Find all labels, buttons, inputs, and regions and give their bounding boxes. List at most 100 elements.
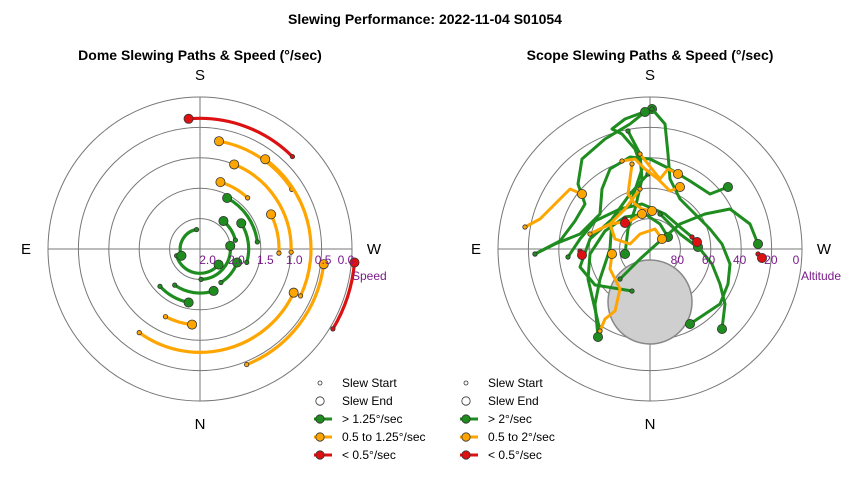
dome-slew-start-point: [297, 293, 304, 299]
dome-slew-end-point: [214, 136, 225, 147]
scope-slew-end-point: [717, 323, 728, 334]
scope-slew-start-point: [637, 186, 643, 192]
dome-slew-end-point: [236, 218, 247, 229]
scope-radial-tick: 60: [702, 253, 716, 267]
scope-slew-path-medium: [608, 187, 664, 246]
dome-slew-end-point: [215, 177, 226, 188]
dome-slew-end-point: [222, 193, 233, 204]
scope-compass-bottom: N: [645, 416, 656, 433]
dome-slew-start-point: [330, 326, 336, 332]
dome-radial-tick: 2.0: [199, 253, 216, 267]
scope-radial-tick: 0: [793, 253, 800, 267]
dome-slew-start-point: [276, 250, 282, 256]
scope-legend-label: Slew Start: [488, 376, 543, 390]
dome-slew-path-fast: [225, 196, 259, 244]
dome-slew-paths: [136, 113, 360, 368]
dome-slew-start-point: [157, 283, 163, 289]
scope-legend-start-symbol: [463, 380, 469, 386]
dome-legend-marker-slow: [315, 450, 325, 460]
scope-slew-start-point: [617, 276, 623, 282]
dome-legend: Slew Start Slew End > 1.25°/sec 0.5 to 1.25…: [314, 376, 426, 462]
scope-slew-end-point: [593, 331, 604, 342]
scope-radial-ticks: 80 60 40 20 0: [671, 253, 800, 267]
dome-slew-start-point: [245, 195, 251, 201]
scope-slew-end-point: [753, 238, 764, 249]
dome-slew-path-medium: [232, 162, 293, 254]
dome-legend-label: 0.5 to 1.25°/sec: [342, 430, 426, 444]
dome-slew-end-point: [187, 319, 198, 330]
scope-slew-end-point: [757, 252, 768, 263]
dome-slew-end-point: [225, 240, 236, 251]
scope-slew-start-point: [689, 234, 695, 240]
dome-slew-start-point: [244, 361, 250, 368]
scope-legend-marker-fast: [461, 414, 471, 424]
scope-slew-start-point: [522, 224, 528, 230]
dome-slew-end-point: [176, 250, 187, 261]
scope-radial-tick: 20: [764, 253, 778, 267]
scope-slew-start-point: [657, 211, 663, 217]
dome-radial-tick: 2.0: [228, 253, 245, 267]
dome-slew-end-point: [266, 209, 277, 220]
dome-slew-end-point: [349, 257, 360, 268]
dome-slew-start-point: [136, 330, 142, 336]
dome-slew-start-point: [162, 314, 169, 320]
scope-slew-path-fast: [586, 212, 670, 333]
dome-radial-ticks: 2.0 2.0 1.5 1.0 0.5 0.0: [199, 253, 354, 267]
dome-compass-bottom: N: [195, 416, 206, 433]
dome-slew-end-point: [288, 287, 299, 298]
dome-slew-start-point: [218, 279, 224, 286]
dome-slew-end-point: [183, 113, 194, 124]
scope-slew-path-fast: [658, 212, 727, 331]
dome-slew-path-medium: [217, 139, 294, 191]
scope-slew-end-point: [675, 181, 686, 192]
dome-chart-title: Dome Slewing Paths & Speed (°/sec): [78, 47, 322, 63]
dome-legend-label: Slew Start: [342, 376, 397, 390]
dome-slew-start-point: [172, 282, 178, 288]
dome-slew-end-point: [213, 259, 224, 270]
dome-legend-label: > 1.25°/sec: [342, 412, 403, 426]
dome-slew-path-fast: [199, 244, 232, 281]
scope-slew-path-medium: [523, 187, 584, 229]
scope-legend-end-symbol: [461, 396, 471, 406]
zenith-blocked-zone: [607, 259, 693, 345]
scope-slew-paths: [522, 104, 768, 342]
dome-legend-label: < 0.5°/sec: [342, 448, 396, 462]
dome-radial-tick: 0.0: [338, 253, 355, 267]
dome-compass-left: E: [21, 241, 31, 258]
scope-slew-path-fast: [593, 172, 650, 339]
dome-legend-end-symbol: [315, 396, 325, 406]
dome-slew-end-point: [183, 297, 194, 308]
scope-legend-label: 0.5 to 2°/sec: [488, 430, 555, 444]
scope-legend-label: Slew End: [488, 394, 539, 408]
scope-radial-tick: 80: [671, 253, 685, 267]
dome-slew-start-point: [254, 239, 260, 245]
scope-slew-end-point: [647, 205, 658, 216]
scope-slew-end-point: [685, 318, 696, 329]
scope-compass-right: W: [817, 241, 832, 258]
scope-slew-end-point: [673, 168, 684, 179]
dome-radial-axis-name: Speed: [352, 269, 387, 283]
dome-slew-start-point: [198, 276, 204, 282]
dome-slew-end-point: [260, 154, 271, 165]
scope-slew-start-point: [597, 328, 603, 334]
dome-slew-path-slow: [187, 116, 294, 159]
scope-slew-path-fast: [533, 155, 730, 256]
dome-legend-marker-fast: [315, 414, 325, 424]
figure-title: Slewing Performance: 2022-11-04 S01054: [288, 11, 562, 27]
scope-slew-path-medium: [598, 252, 622, 333]
scope-slew-end-point: [637, 208, 648, 219]
scope-legend-marker-medium: [461, 432, 471, 442]
dome-polar-chart: Dome Slewing Paths & Speed (°/sec) S N E…: [21, 47, 426, 462]
scope-slew-start-point: [629, 288, 635, 294]
dome-slew-start-point: [289, 153, 296, 160]
dome-compass-right: W: [367, 241, 382, 258]
scope-slew-start-point: [629, 161, 635, 167]
scope-compass-top: S: [645, 67, 655, 84]
dome-slew-path-medium: [269, 212, 281, 255]
scope-slew-end-point: [640, 107, 651, 118]
scope-slew-end-point: [657, 233, 668, 244]
scope-slew-start-point: [625, 128, 631, 134]
dome-slew-start-point: [288, 249, 294, 255]
dome-slew-start-point: [232, 237, 238, 243]
